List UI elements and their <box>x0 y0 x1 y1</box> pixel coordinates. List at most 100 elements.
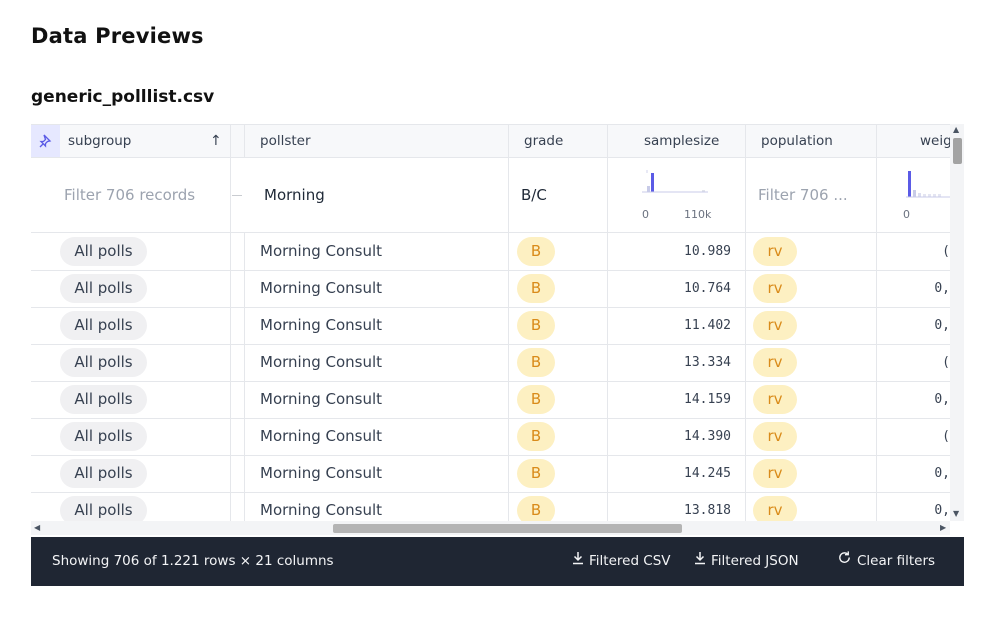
pollster-filter-input[interactable]: Morning <box>264 186 325 204</box>
samplesize-cell: 11.402 <box>684 318 731 333</box>
subgroup-pill: All polls <box>60 496 147 522</box>
weight-cell: 0, <box>934 503 950 518</box>
grade-filter-select[interactable]: B/C <box>521 186 547 204</box>
grid-footer: Showing 706 of 1.221 rows × 21 columns F… <box>31 537 964 586</box>
samplesize-cell: 14.245 <box>684 466 731 481</box>
weight-cell: 0, <box>934 466 950 481</box>
table-row[interactable]: All polls Morning Consult B 10.764 rv 0, <box>31 270 950 308</box>
header-population[interactable]: population <box>761 133 833 149</box>
column-divider <box>230 125 231 522</box>
weight-cell: 0, <box>934 318 950 333</box>
vertical-scrollbar[interactable]: ▲ ▼ <box>950 124 964 521</box>
subgroup-pill: All polls <box>60 237 147 266</box>
clear-filters-label: Clear filters <box>857 553 936 569</box>
samplesize-cell: 14.159 <box>684 392 731 407</box>
filtered-json-button[interactable]: Filtered JSON <box>694 537 799 586</box>
population-filter-input[interactable]: Filter 706 ... <box>758 186 848 204</box>
subgroup-filter-input[interactable]: Filter 706 records <box>64 186 196 204</box>
samplesize-axis-min: 0 <box>642 208 649 221</box>
samplesize-cell: 10.764 <box>684 281 731 296</box>
table-row[interactable]: All polls Morning Consult B 14.245 rv 0, <box>31 455 950 493</box>
population-pill: rv <box>753 311 797 340</box>
population-pill: rv <box>753 237 797 266</box>
column-divider <box>876 125 877 522</box>
samplesize-cell: 13.818 <box>684 503 731 518</box>
column-divider <box>244 232 245 522</box>
filtered-json-label: Filtered JSON <box>711 553 799 569</box>
table-row[interactable]: All polls Morning Consult B 14.390 rv ( <box>31 418 950 456</box>
subgroup-pill: All polls <box>60 311 147 340</box>
pollster-cell: Morning Consult <box>260 501 383 519</box>
data-grid: subgroup ↑ pollster grade samplesize pop… <box>31 124 950 522</box>
grade-pill: B <box>517 496 555 522</box>
pollster-cell: Morning Consult <box>260 427 383 445</box>
population-pill: rv <box>753 274 797 303</box>
weight-histogram[interactable] <box>906 168 950 208</box>
scroll-left-icon[interactable]: ◀ <box>34 523 41 532</box>
weight-cell: ( <box>942 244 950 259</box>
horizontal-scrollbar[interactable]: ◀ ▶ <box>31 521 950 535</box>
sort-ascending-icon[interactable]: ↑ <box>210 133 222 149</box>
header-samplesize[interactable]: samplesize <box>644 133 720 149</box>
weight-cell: ( <box>942 355 950 370</box>
subgroup-pill: All polls <box>60 348 147 377</box>
scroll-up-icon[interactable]: ▲ <box>953 125 960 134</box>
filtered-csv-button[interactable]: Filtered CSV <box>572 537 671 586</box>
filtered-csv-label: Filtered CSV <box>589 553 671 569</box>
vertical-scroll-thumb[interactable] <box>953 138 962 164</box>
table-row[interactable]: All polls Morning Consult B 14.159 rv 0, <box>31 381 950 419</box>
scroll-down-icon[interactable]: ▼ <box>953 509 960 518</box>
column-divider <box>508 125 509 522</box>
header-weight[interactable]: weig <box>920 133 950 149</box>
population-pill: rv <box>753 385 797 414</box>
horizontal-scroll-thumb[interactable] <box>333 524 682 533</box>
header-pollster[interactable]: pollster <box>260 133 311 149</box>
weight-cell: 0, <box>934 392 950 407</box>
download-icon <box>572 537 584 586</box>
grade-pill: B <box>517 237 555 266</box>
header-subgroup[interactable]: subgroup <box>68 133 132 149</box>
download-icon <box>694 537 706 586</box>
grade-pill: B <box>517 348 555 377</box>
weight-cell: ( <box>942 429 950 444</box>
pollster-cell: Morning Consult <box>260 316 383 334</box>
filter-separator <box>232 195 242 196</box>
table-row[interactable]: All polls Morning Consult B 11.402 rv 0, <box>31 307 950 345</box>
population-pill: rv <box>753 496 797 522</box>
filter-row: Filter 706 records Morning B/C 0 110k Fi… <box>31 158 950 233</box>
column-divider <box>745 125 746 522</box>
table-row[interactable]: All polls Morning Consult B 10.989 rv ( <box>31 233 950 271</box>
subgroup-pill: All polls <box>60 274 147 303</box>
pollster-cell: Morning Consult <box>260 353 383 371</box>
table-row[interactable]: All polls Morning Consult B 13.818 rv 0, <box>31 492 950 522</box>
weight-axis-min: 0 <box>903 208 910 221</box>
grade-pill: B <box>517 385 555 414</box>
population-pill: rv <box>753 348 797 377</box>
subgroup-pill: All polls <box>60 422 147 451</box>
samplesize-cell: 13.334 <box>684 355 731 370</box>
samplesize-axis-max: 110k <box>684 208 712 221</box>
file-name: generic_polllist.csv <box>31 87 215 107</box>
grade-pill: B <box>517 274 555 303</box>
scroll-right-icon[interactable]: ▶ <box>940 523 947 532</box>
samplesize-histogram[interactable] <box>642 168 712 208</box>
grid-header: subgroup ↑ pollster grade samplesize pop… <box>31 125 950 158</box>
pollster-cell: Morning Consult <box>260 279 383 297</box>
population-pill: rv <box>753 422 797 451</box>
row-count-info: Showing 706 of 1.221 rows × 21 columns <box>52 553 334 569</box>
column-divider <box>607 125 608 522</box>
pollster-cell: Morning Consult <box>260 390 383 408</box>
weight-cell: 0, <box>934 281 950 296</box>
table-row[interactable]: All polls Morning Consult B 13.334 rv ( <box>31 344 950 382</box>
pin-icon[interactable] <box>31 125 60 157</box>
subgroup-pill: All polls <box>60 385 147 414</box>
population-pill: rv <box>753 459 797 488</box>
subgroup-pill: All polls <box>60 459 147 488</box>
header-grade[interactable]: grade <box>524 133 564 149</box>
grade-pill: B <box>517 311 555 340</box>
pollster-cell: Morning Consult <box>260 242 383 260</box>
clear-filters-button[interactable]: Clear filters <box>837 537 935 586</box>
samplesize-cell: 10.989 <box>684 244 731 259</box>
pollster-cell: Morning Consult <box>260 464 383 482</box>
column-divider <box>244 125 245 157</box>
